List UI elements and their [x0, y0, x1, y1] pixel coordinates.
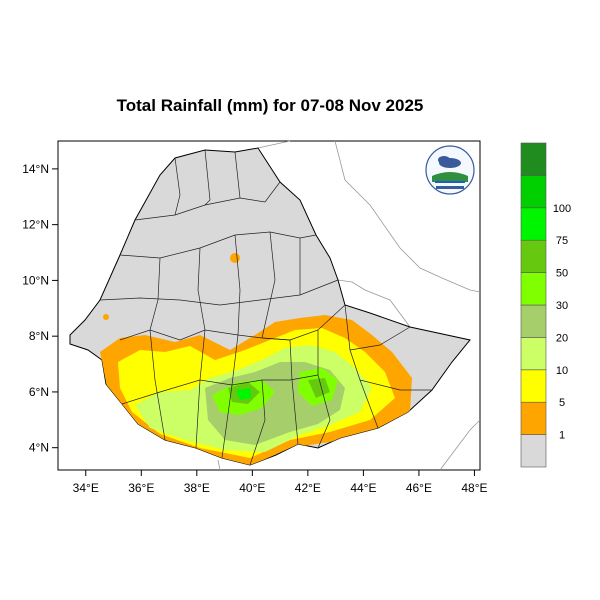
legend-swatch [520, 207, 547, 241]
legend-label: 5 [559, 397, 565, 409]
rain-band-75mm [236, 388, 252, 400]
legend-label: 20 [556, 332, 568, 344]
legend-label: 50 [556, 268, 568, 280]
legend-swatch [520, 175, 547, 209]
map-title: Total Rainfall (mm) for 07-08 Nov 2025 [116, 96, 424, 115]
x-tick-label: 34°E [73, 481, 99, 495]
legend-label: 75 [556, 235, 568, 247]
y-tick-label: 6°N [29, 385, 49, 399]
rainfall-legend: 1 5 10 20 30 50 75 100 [520, 142, 571, 468]
y-tick-label: 12°N [22, 218, 49, 232]
ethiopian-meteorology-logo [425, 145, 475, 195]
legend-swatch [520, 337, 547, 371]
legend-swatch [520, 434, 547, 468]
legend-swatch [520, 369, 547, 403]
x-tick-label: 42°E [295, 481, 321, 495]
x-tick-label: 46°E [406, 481, 432, 495]
y-axis: 14°N 12°N 10°N 8°N 6°N 4°N [22, 162, 58, 455]
rain-spot-northwest [103, 314, 109, 320]
x-axis: 34°E 36°E 38°E 40°E 42°E 44°E 46°E 48°E [73, 470, 488, 495]
y-tick-label: 8°N [29, 329, 49, 343]
legend-swatch [520, 272, 547, 306]
legend-label: 30 [556, 300, 568, 312]
legend-label: 10 [556, 365, 568, 377]
x-tick-label: 48°E [461, 481, 487, 495]
y-tick-label: 14°N [22, 162, 49, 176]
x-tick-label: 36°E [128, 481, 154, 495]
rain-band-50mm-east [308, 378, 330, 398]
rainfall-fields [100, 315, 412, 465]
legend-swatch [520, 239, 547, 273]
legend-label: 1 [559, 430, 565, 442]
rain-spot-north [230, 253, 240, 263]
legend-swatch [520, 142, 547, 176]
x-tick-label: 38°E [184, 481, 210, 495]
y-tick-label: 4°N [29, 441, 49, 455]
x-tick-label: 40°E [239, 481, 265, 495]
y-tick-label: 10°N [22, 273, 49, 287]
legend-label: 100 [553, 203, 571, 215]
neighbor-borders [217, 140, 481, 471]
admin-borders [99, 149, 432, 466]
legend-swatch [520, 401, 547, 435]
x-tick-label: 44°E [350, 481, 376, 495]
legend-swatch [520, 304, 547, 338]
